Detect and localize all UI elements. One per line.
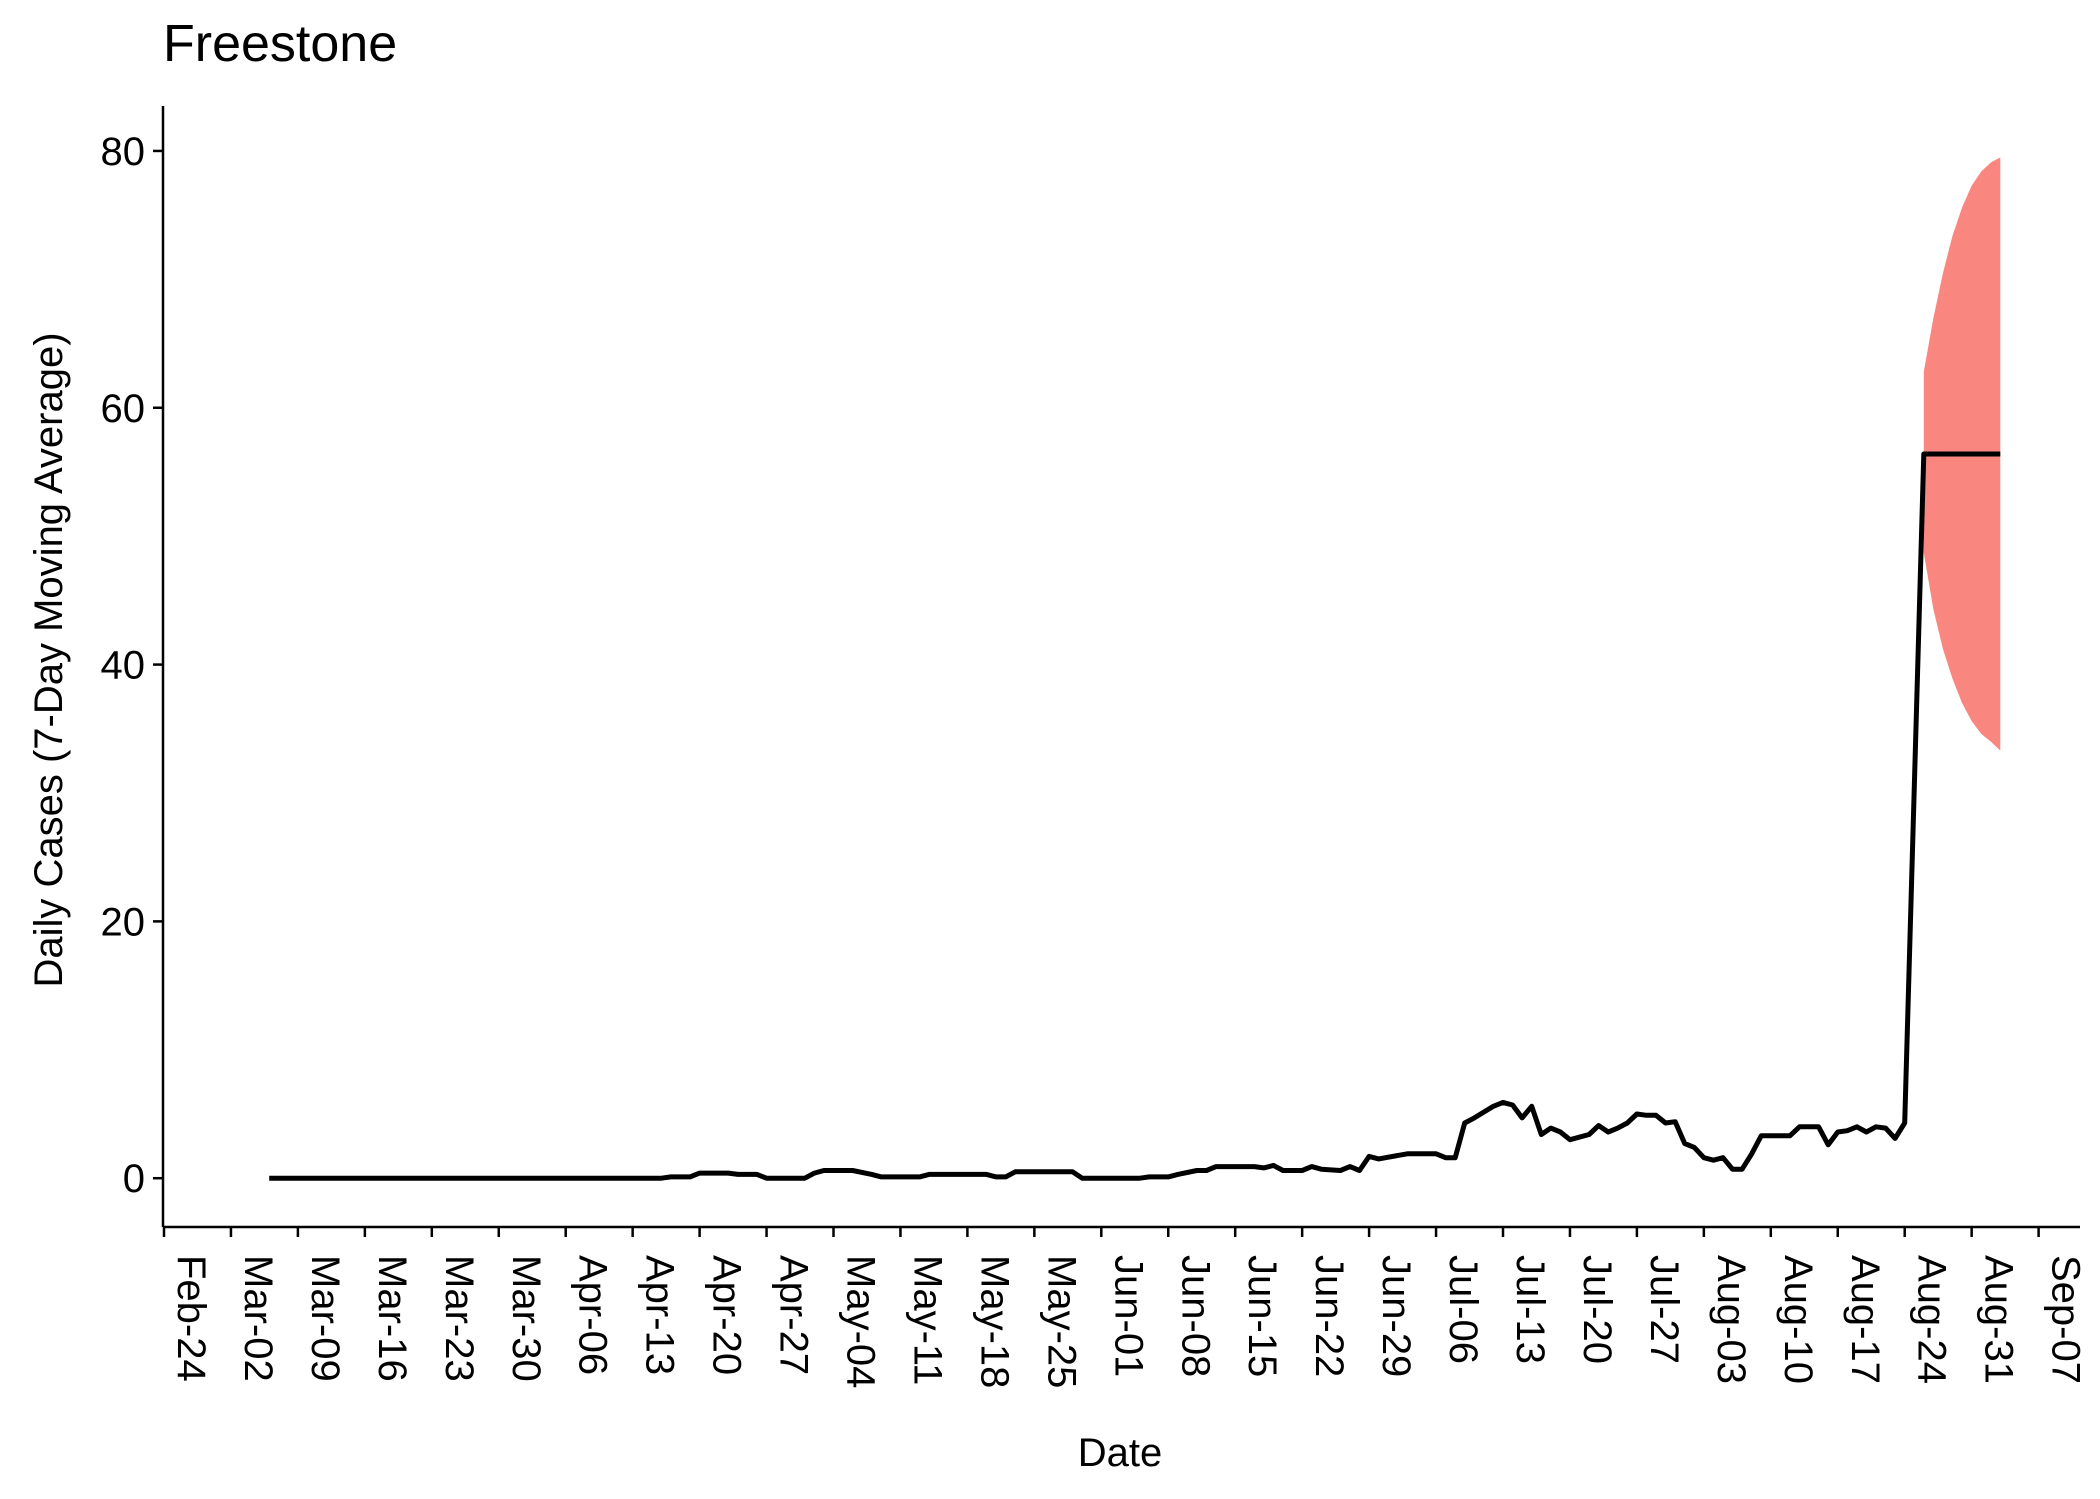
x-tick-label: Aug-24 — [1910, 1255, 1954, 1384]
x-tick-label: Jun-22 — [1307, 1255, 1351, 1377]
x-tick-label: Sep-07 — [2044, 1255, 2088, 1384]
x-tick-label: Apr-06 — [571, 1255, 615, 1375]
x-tick-label: Apr-13 — [638, 1255, 682, 1375]
chart-title: Freestone — [163, 15, 398, 73]
series-line — [269, 451, 2001, 1181]
x-tick-label: Feb-24 — [169, 1255, 213, 1382]
x-tick-label: May-11 — [905, 1255, 949, 1385]
x-tick-label: Apr-20 — [705, 1255, 749, 1375]
y-tick-label: 60 — [101, 387, 146, 431]
x-tick-label: May-04 — [839, 1255, 883, 1388]
x-tick-label: Aug-31 — [1977, 1255, 2021, 1384]
x-tick-label: Jul-27 — [1642, 1255, 1686, 1364]
x-tick-label: Mar-09 — [303, 1255, 347, 1382]
x-tick-label: Jun-29 — [1374, 1255, 1418, 1377]
x-tick-label: Jul-20 — [1575, 1255, 1619, 1364]
x-tick-label: May-18 — [972, 1255, 1016, 1388]
x-tick-label: Jul-13 — [1508, 1255, 1552, 1364]
x-tick-label: Aug-10 — [1776, 1255, 1820, 1384]
y-tick-label: 40 — [101, 644, 146, 688]
x-tick-label: Aug-03 — [1709, 1255, 1753, 1384]
x-tick-label: Mar-30 — [504, 1255, 548, 1382]
x-tick-label: Apr-27 — [772, 1255, 816, 1375]
y-tick-label: 80 — [101, 130, 146, 174]
x-tick-label: Jun-01 — [1106, 1255, 1150, 1377]
y-axis-label: Daily Cases (7-Day Moving Average) — [27, 332, 71, 987]
x-tick-label: Jun-08 — [1173, 1255, 1217, 1377]
x-tick-label: Mar-23 — [437, 1255, 481, 1382]
x-tick-label: May-25 — [1039, 1255, 1083, 1388]
y-tick-label: 20 — [101, 900, 146, 944]
y-tick-label: 0 — [123, 1157, 145, 1201]
x-tick-label: Mar-02 — [236, 1255, 280, 1382]
series-line-layer — [269, 451, 2001, 1181]
x-axis-label: Date — [1078, 1431, 1163, 1475]
x-tick-label: Jul-06 — [1441, 1255, 1485, 1364]
x-tick-label: Aug-17 — [1843, 1255, 1887, 1384]
axes-layer: 0 20 40 60 80 Feb-24 Mar-02 Mar-09 Mar-16 Mar-23 M… — [101, 106, 2088, 1388]
x-tick-label: Jun-15 — [1240, 1255, 1284, 1377]
x-tick-label: Mar-16 — [370, 1255, 414, 1382]
